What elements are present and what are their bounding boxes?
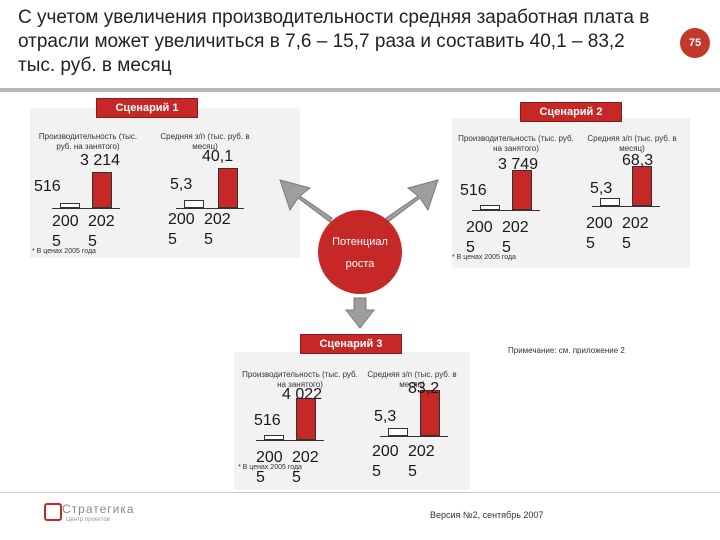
scenario-3-salary-bar-2025 [420, 390, 440, 436]
scenario-3-productivity-value-2025: 4 022 [282, 386, 323, 403]
scenario-1-salary-value-2005: 5,3 [170, 176, 193, 193]
arrow-down-icon [344, 297, 376, 329]
logo-text: Стратегика [62, 502, 135, 516]
scenario-3-productivity-year-2025: 2025 [292, 449, 319, 486]
scenario-1-productivity-bar-2005 [60, 203, 80, 208]
scenario-1-productivity-year-2005: 2005 [52, 213, 79, 250]
scenario-1-productivity-value-2025: 3 214 [80, 152, 121, 169]
scenario-1-label: Сценарий 1 [96, 98, 198, 118]
scenario-2-salary-bar-2025 [632, 166, 652, 206]
scenario-3-salary-value-2005: 5,3 [374, 408, 397, 425]
scenario-3-productivity-header: Производительность (тыс. руб. на занятог… [242, 370, 358, 389]
scenario-2-productivity-header: Производительность (тыс. руб. на занятог… [458, 134, 574, 153]
scenario-3-salary-year-2025: 2025 [408, 443, 435, 480]
scenario-2-productivity-bar-2005 [480, 205, 500, 210]
appendix-note: Примечание: см. приложение 2 [508, 346, 625, 355]
scenario-1-salary-axis [176, 208, 244, 209]
scenario-1-salary-value-2025: 40,1 [202, 148, 234, 165]
scenario-1-productivity-bar-2025 [92, 172, 112, 208]
logo-subtext: Центр проектов [66, 517, 110, 523]
scenario-2-salary-year-2025: 2025 [622, 215, 649, 252]
scenario-3-productivity-value-2005: 516 [254, 412, 281, 429]
logo-mark-icon [44, 503, 62, 521]
scenario-1-panel [30, 108, 300, 258]
scenario-1-productivity-header: Производительность (тыс. руб. на занятог… [38, 132, 138, 151]
scenario-1-salary-year-2025: 2025 [204, 211, 231, 248]
growth-potential-line1: Потенциал [332, 236, 388, 248]
scenario-2-productivity-bar-2025 [512, 170, 532, 210]
scenario-1-productivity-value-2005: 516 [34, 178, 61, 195]
scenario-3-salary-year-2005: 2005 [372, 443, 399, 480]
company-logo: Стратегика Центр проектов [14, 500, 164, 526]
arrow-up-right-icon [385, 179, 439, 223]
scenario-2-footnote: * В ценах 2005 года [452, 254, 516, 261]
scenario-3-salary-bar-2005 [388, 428, 408, 436]
scenario-1-salary-header: Средняя з/п (тыс. руб. в месяц) [160, 132, 250, 151]
scenario-2-salary-value-2005: 5,3 [590, 180, 613, 197]
scenario-2-salary-value-2025: 68,3 [622, 152, 654, 169]
scenario-3-productivity-bar-2005 [264, 435, 284, 440]
scenario-2-salary-year-2005: 2005 [586, 215, 613, 252]
scenario-3-salary-value-2025: 83,2 [408, 380, 440, 397]
scenario-2-salary-header: Средняя з/п (тыс. руб. в месяц) [587, 134, 677, 153]
scenario-3-salary-header: Средняя з/п (тыс. руб. в месяц) [367, 370, 457, 389]
scenario-1-salary-bar-2005 [184, 200, 204, 208]
scenario-3-productivity-year-2005: 2005 [256, 449, 283, 486]
scenario-2-productivity-value-2005: 516 [460, 182, 487, 199]
scenario-2-salary-bar-2005 [600, 198, 620, 206]
scenario-2-productivity-axis [472, 210, 540, 211]
scenario-1-productivity-axis [52, 208, 120, 209]
footer-divider [0, 492, 720, 493]
title-divider [0, 88, 720, 92]
scenario-1-footnote: * В ценах 2005 года [32, 248, 96, 255]
scenario-2-productivity-year-2005: 2005 [466, 219, 493, 256]
scenario-2-productivity-value-2025: 3 749 [498, 156, 539, 173]
scenario-3-label: Сценарий 3 [300, 334, 402, 354]
scenario-3-salary-axis [380, 436, 448, 437]
scenario-2-salary-axis [592, 206, 660, 207]
scenario-3-productivity-axis [256, 440, 324, 441]
scenario-2-label: Сценарий 2 [520, 102, 622, 122]
scenario-1-salary-bar-2025 [218, 168, 238, 208]
growth-potential-circle: Потенциал роста [318, 210, 402, 294]
scenario-2-productivity-year-2025: 2025 [502, 219, 529, 256]
scenario-1-salary-year-2005: 2005 [168, 211, 195, 248]
page-number-badge: 75 [680, 28, 710, 58]
scenario-1-productivity-year-2025: 2025 [88, 213, 115, 250]
slide-title: С учетом увеличения производительности с… [18, 7, 650, 76]
scenario-3-footnote: * В ценах 2005 года [238, 464, 302, 471]
growth-arrows [279, 179, 439, 329]
version-label: Версия №2, сентябрь 2007 [430, 510, 544, 520]
scenario-3-productivity-bar-2025 [296, 398, 316, 440]
growth-potential-line2: роста [345, 258, 375, 270]
arrow-up-left-icon [279, 179, 333, 223]
